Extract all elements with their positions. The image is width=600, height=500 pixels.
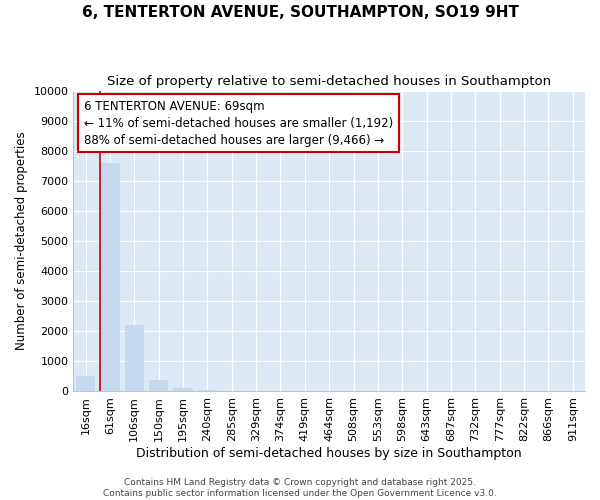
Bar (125, 326, 144, 392)
Bar (173, 388, 193, 392)
Bar (197, 390, 217, 392)
Text: 6, TENTERTON AVENUE, SOUTHAMPTON, SO19 9HT: 6, TENTERTON AVENUE, SOUTHAMPTON, SO19 9… (82, 5, 518, 20)
Title: Size of property relative to semi-detached houses in Southampton: Size of property relative to semi-detach… (107, 75, 551, 88)
Text: 6 TENTERTON AVENUE: 69sqm
← 11% of semi-detached houses are smaller (1,192)
88% : 6 TENTERTON AVENUE: 69sqm ← 11% of semi-… (83, 100, 393, 146)
Bar (100, 163, 120, 392)
X-axis label: Distribution of semi-detached houses by size in Southampton: Distribution of semi-detached houses by … (136, 447, 522, 460)
Text: Contains HM Land Registry data © Crown copyright and database right 2025.
Contai: Contains HM Land Registry data © Crown c… (103, 478, 497, 498)
Y-axis label: Number of semi-detached properties: Number of semi-detached properties (15, 132, 28, 350)
Bar (149, 380, 169, 392)
Bar (76, 376, 95, 392)
